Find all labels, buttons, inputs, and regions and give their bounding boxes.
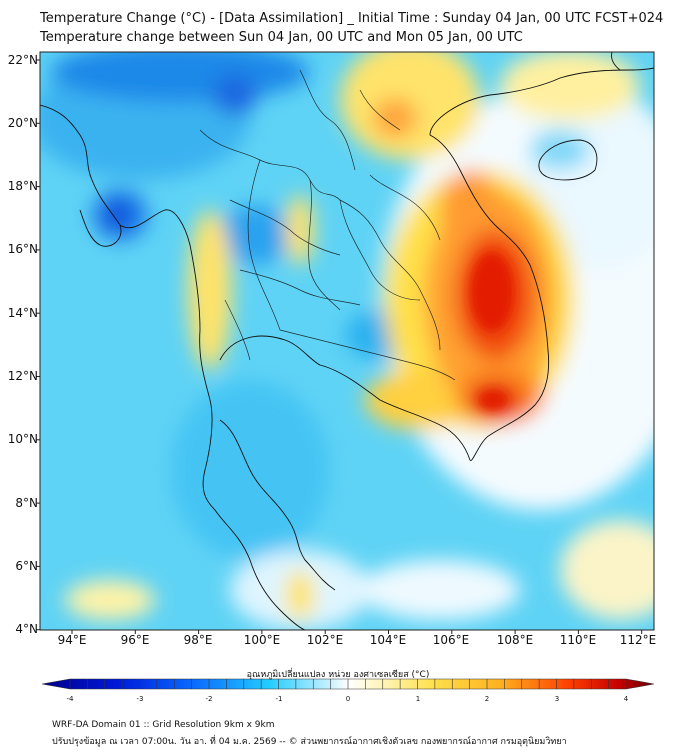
lat-label-10n: 10°N xyxy=(7,432,38,446)
temperature-field xyxy=(40,52,654,630)
axis-ticks xyxy=(36,59,643,634)
colorbar-label: 0 xyxy=(345,695,351,703)
lat-label-20n: 20°N xyxy=(7,116,38,130)
colorbar-label: 2 xyxy=(484,695,490,703)
lon-label-106e: 106°E xyxy=(432,633,470,647)
lon-label-110e: 110°E xyxy=(559,633,597,647)
lat-label-6n: 6°N xyxy=(15,559,38,573)
lon-label-102e: 102°E xyxy=(306,633,344,647)
colorbar xyxy=(41,678,655,690)
map-title-line1: Temperature Change (°C) - [Data Assimila… xyxy=(40,11,664,26)
province-borders xyxy=(199,69,456,381)
lat-label-22n: 22°N xyxy=(7,53,38,67)
colorbar-label: 3 xyxy=(554,695,560,703)
lat-label-18n: 18°N xyxy=(7,179,38,193)
footer-credit: ปรับปรุงข้อมูล ณ เวลา 07:00น. วัน อา. ที… xyxy=(52,737,567,747)
lon-label-104e: 104°E xyxy=(369,633,407,647)
colorbar-label: -1 xyxy=(275,695,283,703)
colorbar-label: -3 xyxy=(136,695,144,703)
colorbar-label: -4 xyxy=(66,695,74,703)
lon-label-108e: 108°E xyxy=(496,633,534,647)
lon-label-100e: 100°E xyxy=(243,633,281,647)
lat-label-12n: 12°N xyxy=(7,369,38,383)
colorbar-title: อุณหภูมิเปลี่ยนแปลง หน่วย องศาเซลเซียส (… xyxy=(246,670,430,680)
coastlines xyxy=(40,52,654,630)
lat-label-16n: 16°N xyxy=(7,242,38,256)
lat-label-8n: 8°N xyxy=(15,496,38,510)
lon-label-112e: 112°E xyxy=(619,633,657,647)
lat-label-14n: 14°N xyxy=(7,306,38,320)
plot-frame xyxy=(39,51,655,631)
lon-label-96e: 96°E xyxy=(120,633,150,647)
lon-label-98e: 98°E xyxy=(183,633,213,647)
lat-label-4n: 4°N xyxy=(15,622,38,636)
lon-label-94e: 94°E xyxy=(57,633,87,647)
colorbar-label: -2 xyxy=(205,695,213,703)
footer-model-info: WRF-DA Domain 01 :: Grid Resolution 9km … xyxy=(52,720,275,730)
colorbar-label: 4 xyxy=(623,695,629,703)
colorbar-label: 1 xyxy=(415,695,421,703)
map-title-line2: Temperature change between Sun 04 Jan, 0… xyxy=(40,30,523,45)
